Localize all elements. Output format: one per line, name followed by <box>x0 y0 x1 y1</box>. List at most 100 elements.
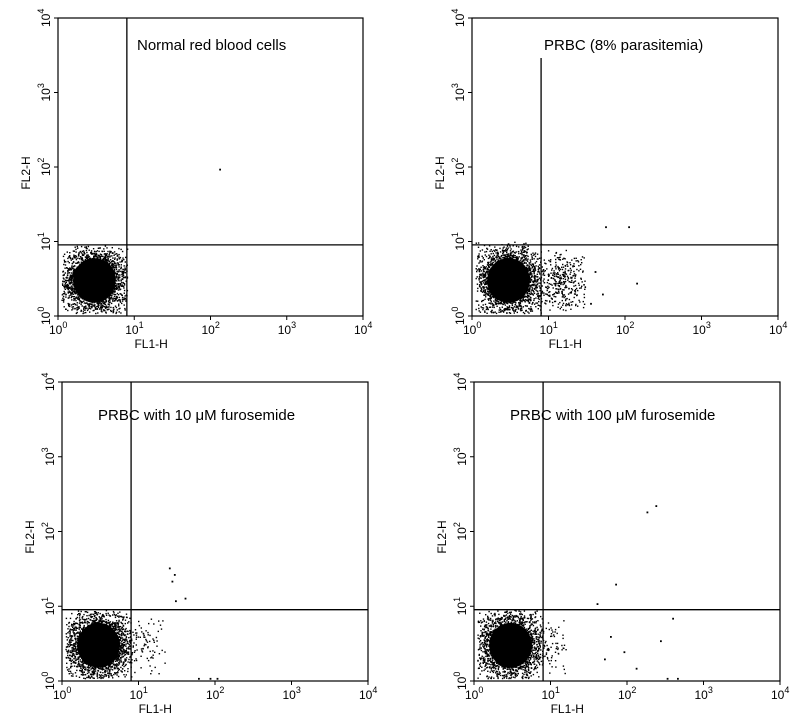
event-dot <box>562 266 565 268</box>
event-dot <box>516 256 518 258</box>
event-dot <box>548 274 550 276</box>
event-dot <box>73 287 75 290</box>
event-dot <box>531 266 534 268</box>
event-dot <box>91 306 93 308</box>
event-dot <box>530 279 533 281</box>
event-dot <box>503 308 505 311</box>
event-dot <box>72 290 74 293</box>
event-dot <box>69 276 72 279</box>
event-dot <box>89 303 91 305</box>
event-dot <box>533 299 535 302</box>
event-dot <box>503 249 506 252</box>
event-dot <box>522 259 525 261</box>
event-dot <box>570 269 572 271</box>
event-dot <box>512 309 514 311</box>
event-dot <box>123 297 125 299</box>
event-dot <box>523 296 525 298</box>
event-dot <box>67 286 69 288</box>
event-dot <box>520 307 522 310</box>
event-dot <box>119 274 121 276</box>
event-dot <box>519 301 521 303</box>
event-dot <box>83 306 85 308</box>
event-dot <box>527 294 529 297</box>
event-dot <box>107 255 109 257</box>
event-dot <box>121 260 123 263</box>
event-dot <box>119 299 121 301</box>
event-dot <box>534 278 536 280</box>
event-dot <box>124 276 127 278</box>
event-dot <box>581 281 583 283</box>
event-dot <box>72 293 74 295</box>
event-dot <box>480 273 482 275</box>
event-dot <box>558 270 561 272</box>
event-dot <box>532 289 534 292</box>
event-dot <box>522 311 525 314</box>
event-dot <box>514 303 517 306</box>
event-dot <box>570 288 573 290</box>
event-dot <box>564 287 566 289</box>
event-dot <box>112 257 114 259</box>
event-dot <box>71 265 73 267</box>
event-dot <box>488 291 490 293</box>
event-dot <box>100 310 102 312</box>
event-dot <box>504 250 506 252</box>
event-dot <box>76 297 79 299</box>
event-dots <box>61 245 129 315</box>
event-dot <box>103 248 105 250</box>
event-dot <box>532 281 535 284</box>
event-dot <box>64 272 66 274</box>
event-dot <box>528 268 531 270</box>
event-dot <box>538 267 541 269</box>
event-dot <box>65 308 67 310</box>
event-dot <box>492 311 495 314</box>
event-dot <box>69 268 71 270</box>
event-dot <box>575 304 577 307</box>
event-dot <box>87 308 89 310</box>
event-dot <box>489 295 492 298</box>
event-dot <box>535 280 537 282</box>
event-dot <box>117 263 119 266</box>
event-dot <box>539 290 541 292</box>
event-dot <box>67 270 69 272</box>
event-dot <box>98 247 100 249</box>
event-dot <box>109 251 111 253</box>
event-dot <box>505 302 507 304</box>
event-dot <box>531 258 533 260</box>
event-dot <box>115 295 118 298</box>
event-dot <box>506 253 508 256</box>
event-dot <box>486 247 488 250</box>
event-dot <box>121 284 123 287</box>
event-dot <box>122 268 124 270</box>
event-dot <box>571 304 573 306</box>
event-dot <box>530 306 532 308</box>
event-dot <box>516 258 518 260</box>
event-dot <box>525 266 527 268</box>
event-dot <box>529 269 531 271</box>
event-dot <box>531 275 534 277</box>
event-dot <box>568 302 570 304</box>
event-dot <box>482 304 484 306</box>
event-dot <box>530 308 533 310</box>
event-dot <box>103 309 105 311</box>
event-dot <box>75 258 78 261</box>
event-dot <box>97 247 100 249</box>
event-dot <box>524 255 527 257</box>
event-dot <box>70 272 73 274</box>
event-dot <box>497 251 499 253</box>
event-dot <box>487 261 489 264</box>
event-dot <box>93 304 96 306</box>
event-dot <box>485 273 487 275</box>
event-dot <box>122 275 125 277</box>
event-dot <box>526 249 528 251</box>
event-dot <box>124 267 126 269</box>
event-dot <box>74 246 76 248</box>
cluster-core <box>487 258 530 303</box>
event-dot <box>564 275 566 277</box>
event-dot <box>92 248 95 250</box>
event-dot <box>520 305 522 308</box>
event-dot <box>86 302 88 304</box>
event-dot <box>564 281 566 283</box>
event-dot <box>99 257 102 259</box>
event-dot <box>488 298 490 300</box>
event-dot <box>509 256 511 258</box>
